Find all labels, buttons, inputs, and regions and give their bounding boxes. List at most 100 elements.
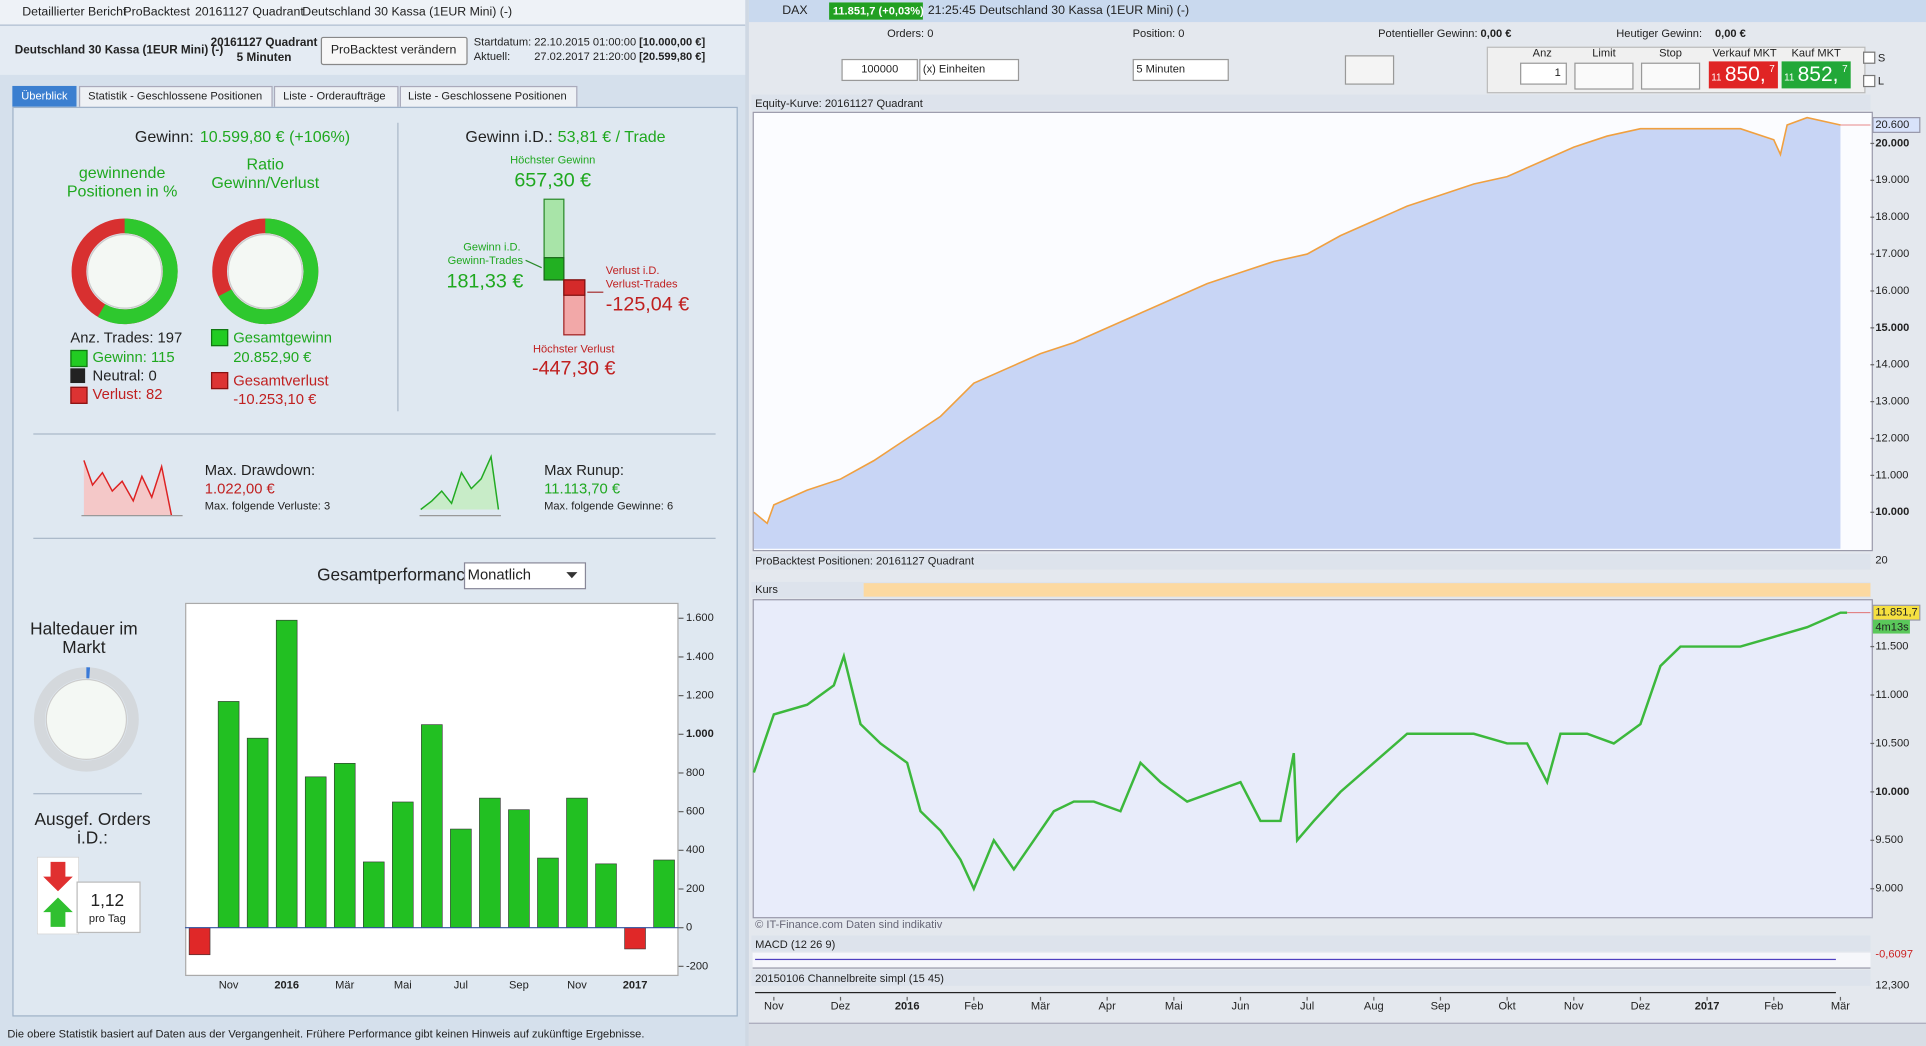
wins-text: Gewinn: 115: [92, 348, 175, 366]
drawdown-sub: Max. folgende Verluste: 3: [204, 499, 331, 512]
avg-loss-title: Verlust i.D.: [605, 263, 660, 277]
drawdown: 1.022,00 €: [204, 480, 275, 498]
caption: 21:25:45 Deutschland 30 Kassa (1EUR Mini…: [927, 4, 1190, 18]
order-header: Stop: [1659, 46, 1682, 59]
source: © IT-Finance.com Daten sind indikativ: [755, 918, 943, 931]
axis-label: -0,6097: [1875, 947, 1914, 961]
dropdown-arrow[interactable]: [561, 565, 582, 586]
legend-swatch: [210, 371, 229, 390]
orders-unit: pro Tag: [88, 912, 126, 925]
sell-button[interactable]: [1708, 61, 1778, 89]
timeframe: 5 Minuten: [236, 50, 292, 65]
title-bar: [748, 0, 1926, 23]
max-gain: 657,30 €: [514, 170, 592, 192]
macd-plot: [752, 952, 1871, 969]
sell-prefix[interactable]: 11: [1711, 71, 1722, 83]
tab[interactable]: Liste - Orderaufträge: [283, 89, 386, 102]
runup: 11.113,70 €: [544, 480, 621, 498]
gross-gain: 20.852,90 €: [233, 348, 312, 366]
system: 20161127 Quadrant: [210, 36, 318, 50]
checkbox[interactable]: [1863, 74, 1876, 88]
interval[interactable]: 5 Minuten: [1136, 62, 1186, 75]
window-tab[interactable]: 20161127 Quadrant: [194, 5, 304, 20]
buy-prefix[interactable]: 11: [1784, 71, 1795, 83]
interval-select[interactable]: [1132, 58, 1229, 82]
avg-label: Gewinn i.D.:: [465, 127, 553, 146]
hold-title: Haltedauer im Markt: [30, 618, 138, 657]
max-loss-title: Höchster Verlust: [532, 342, 615, 355]
anz-value[interactable]: 1: [1554, 66, 1561, 79]
bottom-toolbar: [748, 1022, 1926, 1046]
button[interactable]: [320, 36, 468, 66]
window-tab[interactable]: Detaillierter Bericht: [22, 5, 127, 20]
checkbox[interactable]: [1863, 51, 1876, 64]
ring-label: 2,03: [249, 262, 281, 281]
current-value: 27.02.2017 21:20:00: [534, 50, 637, 63]
start-label: Startdatum:: [473, 35, 532, 48]
gain-value: 10.599,80 € (+106%): [199, 127, 351, 146]
gross-loss-title: Gesamtverlust: [233, 371, 329, 390]
avg-win-title: Gewinn i.D.: [463, 240, 521, 253]
avg-value: 53,81 € / Trade: [557, 127, 666, 146]
qty-input[interactable]: [841, 58, 918, 82]
sell-price[interactable]: 850,: [1724, 62, 1766, 86]
runup-sparkline: [419, 454, 501, 517]
pot-gain: 0,00 €: [1480, 27, 1512, 40]
current-label: Aktuell:: [473, 50, 511, 63]
losses-text: Verlust: 82: [92, 385, 163, 403]
order-header: Verkauf MKT: [1712, 46, 1777, 59]
today-label: Heutiger Gewinn:: [1616, 27, 1703, 40]
tab[interactable]: Statistik - Geschlossene Positionen: [88, 89, 263, 102]
select[interactable]: [463, 562, 587, 590]
hold-label: 1,14%: [63, 710, 110, 729]
anz-input[interactable]: [1520, 62, 1567, 85]
avg-win-title: Gewinn-Trades: [447, 254, 524, 267]
tab[interactable]: Überblick: [21, 89, 68, 102]
select-value[interactable]: Monatlich: [467, 565, 531, 584]
units[interactable]: (x) Einheiten: [922, 62, 986, 75]
tab[interactable]: Liste - Geschlossene Positionen: [408, 89, 567, 102]
signal-strip: [863, 583, 1871, 597]
ratio-title: Ratio Gewinn/Verlust: [211, 154, 320, 192]
footer: Die obere Statistik basiert auf Daten au…: [7, 1027, 645, 1040]
window-tab[interactable]: ProBacktest: [123, 5, 190, 20]
avg-win: 181,33 €: [446, 271, 524, 293]
legend-swatch: [70, 368, 86, 384]
units-select[interactable]: [919, 58, 1020, 82]
panel-title: Kurs: [755, 583, 778, 596]
start-capital: [10.000,00 €]: [639, 35, 706, 48]
stop-buttons[interactable]: [1640, 62, 1701, 90]
orders: Orders: 0: [887, 27, 934, 40]
avg-loss: -125,04 €: [605, 294, 690, 316]
tab-active[interactable]: [12, 85, 77, 107]
axis-label: 20: [1875, 553, 1888, 566]
buy-sup[interactable]: 7: [1842, 63, 1848, 75]
price-plot: [752, 599, 1873, 919]
gain-label: Gewinn:: [134, 127, 194, 146]
buy-button[interactable]: [1781, 61, 1851, 89]
order-header: Limit: [1592, 46, 1616, 59]
panel-title: ProBacktest Positionen: 20161127 Quadran…: [755, 554, 975, 568]
channel-line: [755, 991, 1836, 994]
macd-line: [755, 958, 1836, 961]
current-capital: [20.599,80 €]: [639, 50, 706, 63]
axis-label: 12,300: [1875, 978, 1910, 991]
panel-header: [751, 935, 1871, 952]
sell-sup[interactable]: 7: [1769, 63, 1775, 75]
qty[interactable]: 100000: [861, 62, 899, 75]
max-loss: -447,30 €: [532, 358, 616, 380]
quote: 11.851,7 (+0,03%): [832, 4, 924, 18]
runup-sub: Max. folgende Gewinne: 6: [544, 499, 674, 512]
legend-swatch: [210, 329, 229, 347]
limit-buttons[interactable]: [1574, 62, 1634, 90]
neutral-text: Neutral: 0: [92, 367, 157, 385]
gross-gain-title: Gesamtgewinn: [233, 329, 332, 347]
instrument: Deutschland 30 Kassa (1EUR Mini) (-): [14, 43, 224, 58]
divider: [397, 122, 399, 412]
perf-title: Gesamtperformance: [317, 564, 475, 585]
tool-button[interactable]: [1344, 55, 1395, 85]
button-label[interactable]: ProBacktest verändern: [330, 43, 457, 58]
buy-price[interactable]: 852,: [1797, 62, 1839, 86]
window-tab[interactable]: Deutschland 30 Kassa (1EUR Mini) (-): [302, 5, 513, 20]
